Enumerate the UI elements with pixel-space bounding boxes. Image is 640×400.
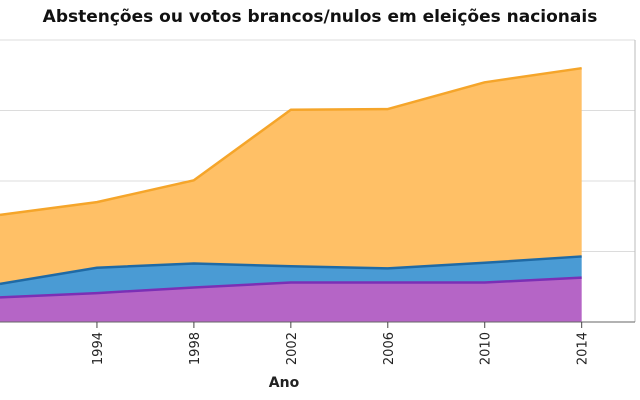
series-lines [0, 66, 582, 299]
x-tick-label: 2014 [576, 332, 591, 365]
x-tick-label: 1994 [91, 332, 106, 365]
x-tick-label: 2002 [285, 332, 300, 365]
x-tick-label: 2010 [479, 332, 494, 365]
series-area-1 [0, 277, 582, 322]
series-line-2 [0, 255, 582, 286]
x-tick-label: 1998 [188, 332, 203, 365]
series-line-1 [0, 276, 582, 299]
chart-title: Abstenções ou votos brancos/nulos em ele… [43, 7, 598, 27]
x-tick-label: 2006 [382, 332, 397, 365]
series-areas [0, 68, 582, 322]
series-line-3 [0, 66, 582, 217]
x-axis-title: Ano [269, 375, 300, 391]
x-axis-ticks: 1994 1998 2002 2006 2010 2014 [91, 322, 591, 365]
series-area-3 [0, 68, 582, 284]
